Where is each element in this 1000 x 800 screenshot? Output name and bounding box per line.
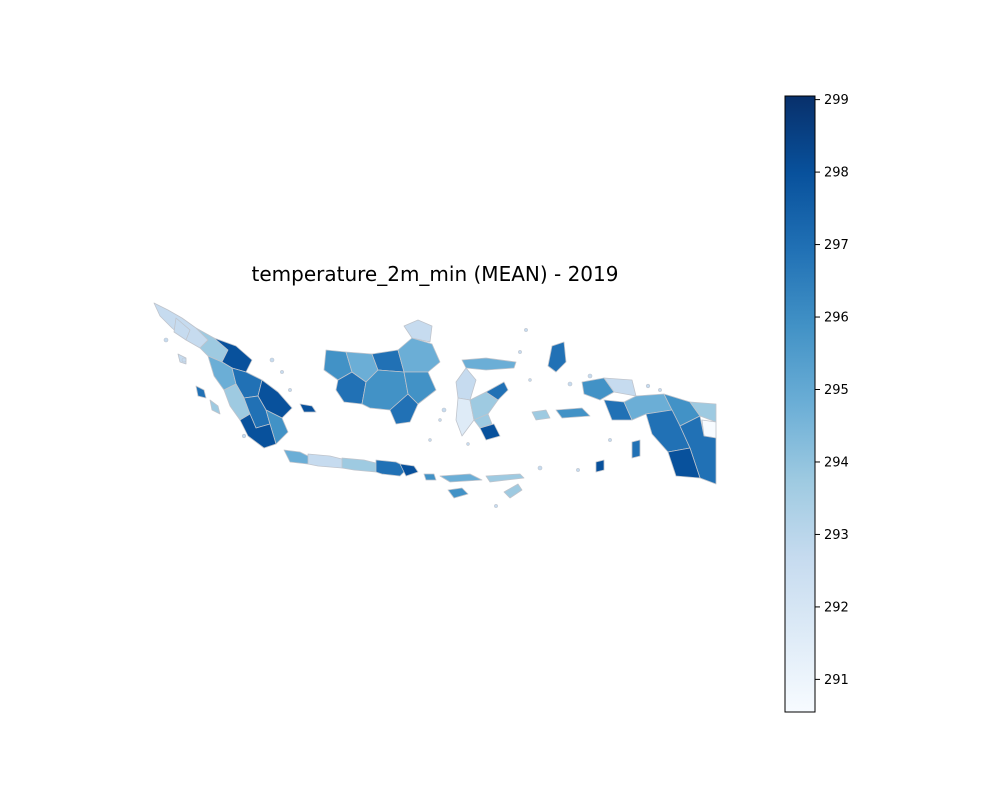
region-timor	[503, 483, 523, 499]
colorbar-ticks: 291 292 293 294 295 296 297 298 299	[815, 93, 849, 688]
region-sumatra	[153, 302, 293, 449]
colorbar-tick-label: 291	[824, 673, 849, 688]
colorbar-tick-label: 293	[824, 528, 849, 543]
map-title: temperature_2m_min (MEAN) - 2019	[252, 262, 619, 286]
colorbar-tick-label: 292	[824, 600, 849, 615]
colorbar-tick-label: 299	[824, 93, 849, 108]
region-bali	[423, 473, 437, 481]
region-kalimantan	[323, 319, 441, 425]
colorbar-tick-label: 295	[824, 383, 849, 398]
region-tanimbar	[595, 459, 605, 473]
region-java	[283, 449, 419, 477]
region-papua	[581, 377, 717, 485]
region-lombok-sumbawa	[439, 473, 483, 483]
region-bangka	[299, 403, 317, 413]
region-halmahera	[547, 341, 567, 373]
colorbar-tick-label: 294	[824, 455, 849, 470]
colorbar-tick-label: 297	[824, 238, 849, 253]
region-nias	[195, 385, 207, 399]
region-mentawai	[209, 399, 221, 415]
choropleth-map	[153, 302, 717, 508]
colorbar: 291 292 293 294 295 296 297 298 299	[784, 93, 849, 713]
region-sumba	[447, 487, 469, 499]
region-flores	[485, 473, 525, 483]
small-islands	[163, 328, 662, 508]
colorbar-tick-label: 296	[824, 311, 849, 326]
region-seram	[555, 407, 591, 419]
region-sulawesi	[455, 357, 517, 441]
colorbar-tick-label: 298	[824, 166, 849, 181]
region-buru	[531, 409, 551, 421]
colorbar-gradient	[784, 95, 816, 713]
